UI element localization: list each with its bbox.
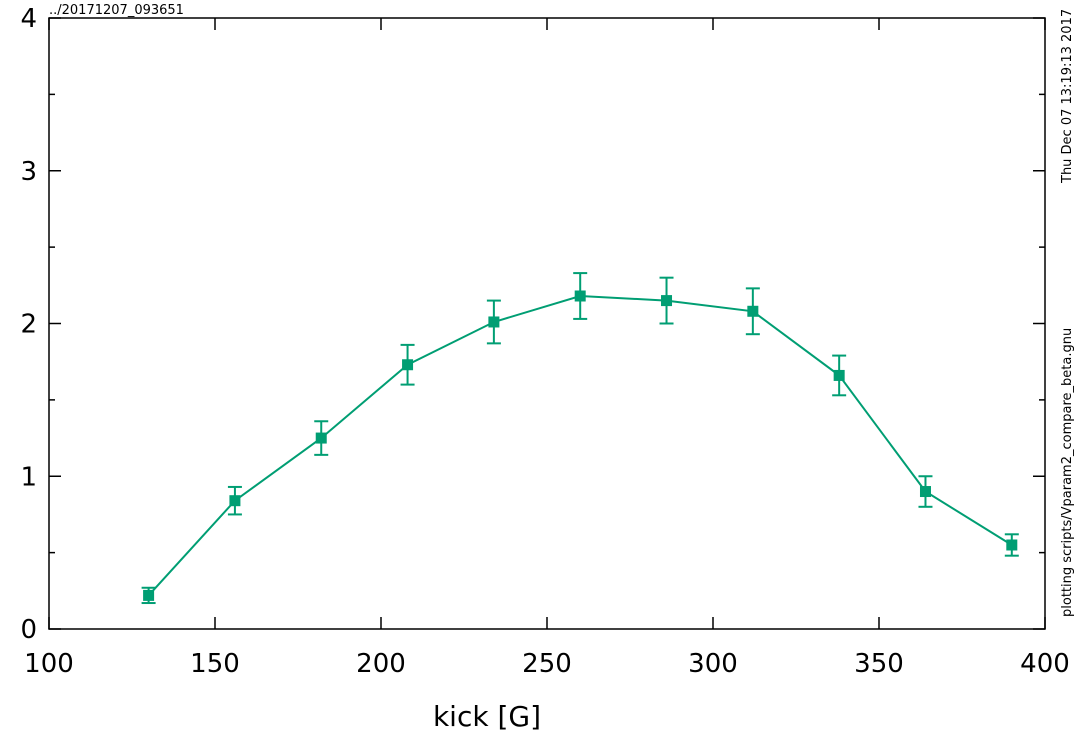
data-point (143, 589, 155, 601)
x-tick-label: 100 (24, 649, 74, 679)
x-axis-label: kick [G] (433, 700, 541, 733)
y-tick-label: 1 (20, 462, 37, 492)
data-point (229, 495, 241, 507)
data-point (919, 486, 931, 498)
series-layer (141, 272, 1019, 605)
right-top-label: Thu Dec 07 13:19:13 2017 (1060, 9, 1075, 184)
data-point (1006, 539, 1018, 551)
data-point (574, 290, 586, 302)
data-point (661, 295, 673, 307)
y-tick-label: 3 (20, 157, 37, 187)
data-point (402, 359, 414, 371)
right-bottom-label: plotting scripts/Vparam2_compare_beta.gn… (1060, 328, 1075, 617)
y-tick-label: 4 (20, 4, 37, 34)
x-tick-label: 400 (1020, 649, 1070, 679)
corner-label: ../20171207_093651 (49, 3, 184, 18)
x-tick-label: 350 (854, 649, 904, 679)
data-point (315, 432, 327, 444)
x-tick-label: 300 (688, 649, 738, 679)
plot-frame (48, 17, 1046, 630)
axis-ticks (48, 17, 1046, 630)
axis-tick-labels: 100 150 200 250 300 350 400 0 1 2 3 4 (20, 4, 1069, 679)
data-point (488, 316, 500, 328)
x-tick-label: 200 (356, 649, 406, 679)
x-tick-label: 150 (190, 649, 240, 679)
x-tick-label: 250 (522, 649, 572, 679)
data-point (833, 369, 845, 381)
data-point (747, 305, 759, 317)
series-line (147, 294, 1013, 597)
y-tick-label: 0 (20, 615, 37, 645)
y-tick-label: 2 (20, 310, 37, 340)
